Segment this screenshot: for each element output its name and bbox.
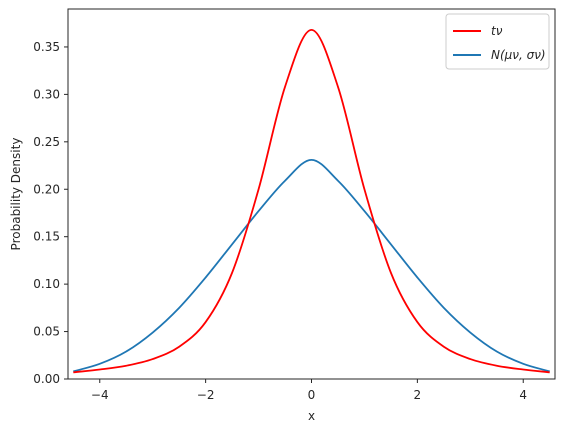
legend-label-normal: N(μν, σν) [491,48,546,62]
legend: tν N(μν, σν) [445,13,550,70]
axis-ticks: −4 −2 0 2 4 0.00 0.05 0.10 0.15 0.20 0.25 0.30 0.35 [33,40,527,402]
y-tick-label: 0.20 [33,182,60,196]
y-tick-label: 0.25 [33,135,60,149]
y-tick-label: 0.35 [33,40,60,54]
series-line-t-nu [73,28,550,374]
y-tick-label: 0.10 [33,277,60,291]
plot-area [73,28,550,374]
y-tick-label: 0.15 [33,230,60,244]
x-tick-label: 0 [308,388,316,402]
series-line-normal [73,158,550,373]
y-axis-label: Probability Density [9,138,23,251]
x-tick-label: −2 [197,388,215,402]
y-tick-label: 0.05 [33,325,60,339]
x-tick-label: 2 [414,388,422,402]
y-tick-label: 0.30 [33,87,60,101]
x-tick-label: 4 [519,388,527,402]
y-tick-label: 0.00 [33,372,60,386]
x-axis-label: x [308,409,315,423]
x-tick-label: −4 [91,388,109,402]
legend-label-t-nu: tν [491,24,503,38]
